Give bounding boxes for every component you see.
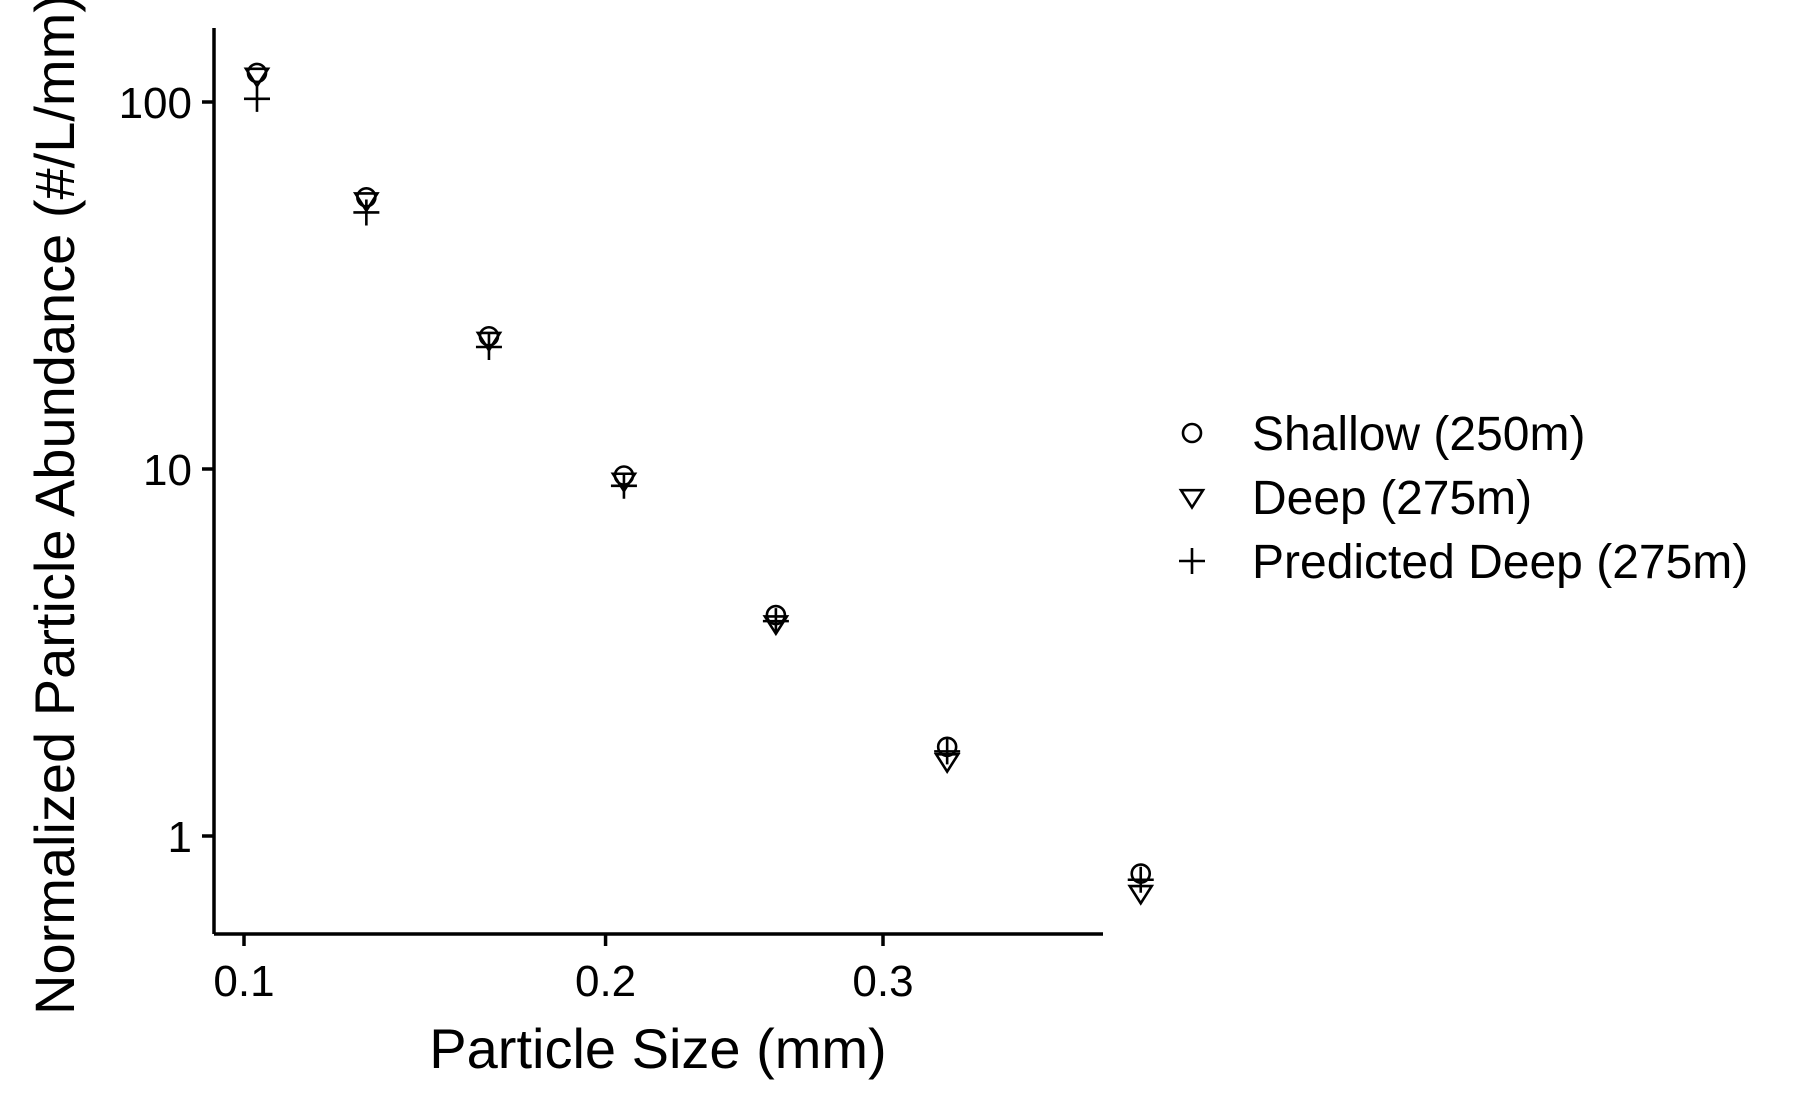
legend: Shallow (250m) Deep (275m) Predicted Deep … <box>1178 408 1748 589</box>
x-tick-label: 0.2 <box>575 957 636 1006</box>
legend-marker-circle <box>1181 422 1203 444</box>
series-2-point <box>1127 866 1154 893</box>
legend-label: Shallow (250m) <box>1252 408 1585 461</box>
y-axis-title: Normalized Particle Abundance (#/L/mm) <box>23 0 86 1015</box>
y-tick-label: 10 <box>143 446 192 495</box>
legend-label: Predicted Deep (275m) <box>1252 536 1748 589</box>
data-points <box>243 62 1155 906</box>
series-2-point <box>610 472 637 499</box>
series-1-point <box>352 192 380 214</box>
x-tick-label: 0.1 <box>213 957 274 1006</box>
legend-marker-plus <box>1179 548 1205 574</box>
x-axis-title: Particle Size (mm) <box>429 1017 886 1080</box>
series-2-point <box>934 738 961 765</box>
y-tick-label: 100 <box>119 79 192 128</box>
series-2-point <box>243 85 270 112</box>
legend-marker-triangle-down <box>1178 488 1206 510</box>
y-ticks: 1 10 100 <box>119 79 214 862</box>
x-tick-label: 0.3 <box>852 957 913 1006</box>
series-1-point <box>475 331 503 353</box>
series-0-point <box>246 62 268 84</box>
series-1-point <box>243 67 271 89</box>
y-tick-label: 1 <box>168 813 192 862</box>
legend-label: Deep (275m) <box>1252 472 1532 525</box>
x-ticks: 0.1 0.2 0.3 <box>213 934 914 1006</box>
series-2-point <box>475 333 502 360</box>
plot-area: 0.1 0.2 0.3 1 10 100 <box>119 28 1155 1006</box>
series-2-point <box>762 608 789 635</box>
series-2-point <box>353 199 380 226</box>
